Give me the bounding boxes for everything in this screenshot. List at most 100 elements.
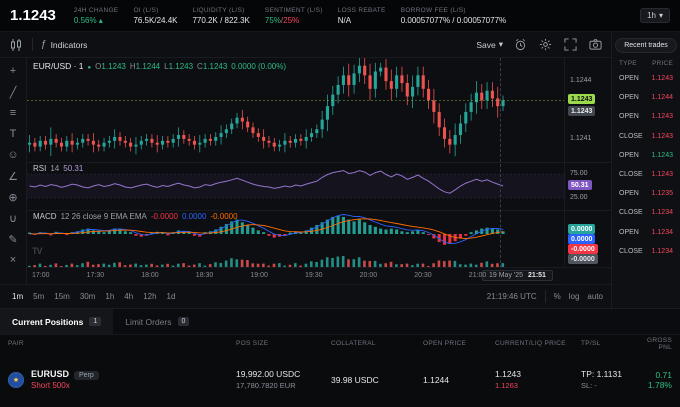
axis-badge: -0.0000	[568, 254, 598, 264]
market-price: 1.1243	[10, 7, 56, 24]
trade-row: OPEN 1.1243	[619, 75, 673, 83]
fibonacci-icon[interactable]: ≡	[9, 107, 17, 119]
camera-screenshot-icon[interactable]	[587, 37, 603, 53]
timeframe-buttons: 1m 5m 15m 30m 1h 4h 12h 1d	[8, 290, 179, 303]
tf-button-5m[interactable]: 5m	[33, 292, 45, 301]
emoji-icon[interactable]: ☺	[7, 149, 19, 161]
macd-legend: MACD 12 26 close 9 EMA EMA -0.0000 0.0000 -0…	[33, 212, 238, 221]
crosshair-line	[500, 58, 501, 268]
position-open-price: 1.1244	[423, 374, 449, 385]
market-stats-bar: 1.1243 24H CHANGE 0.56% ▴ OI (L/S) 76.5K/24…	[0, 0, 680, 32]
tf-button-1d[interactable]: 1d	[166, 292, 176, 301]
clock-utc[interactable]: 21:19:46 UTC	[486, 292, 537, 301]
crosshair-icon[interactable]: +	[9, 65, 17, 77]
chart-canvas[interactable]: EUR/USD · 1 ● O1.1243 H1.1244 L1.1243 C1.1243…	[27, 58, 611, 284]
chart-panel: ƒ Indicators Save ▾	[0, 32, 612, 308]
axis-badge: 50.31	[568, 180, 592, 190]
positions-panel: Current Positions 1 Limit Orders 0 PAIR …	[0, 308, 680, 407]
trade-row: OPEN 1.1234	[619, 228, 673, 236]
axis-badge: 1.1243	[568, 94, 596, 104]
log-scale-button[interactable]: log	[568, 292, 580, 301]
trades-col-price: PRICE	[652, 60, 673, 67]
topbar-stat: OI (L/S) 76.5K/24.4K	[133, 6, 178, 25]
position-side-leverage: Short 500x	[31, 381, 70, 390]
trade-row: OPEN 1.1243	[619, 151, 673, 159]
recent-trades-header: TYPE PRICE	[612, 56, 680, 69]
position-sl: SL: -	[581, 381, 597, 390]
tab-limit-orders[interactable]: Limit Orders 0	[113, 309, 201, 334]
tf-button-12h[interactable]: 12h	[143, 292, 157, 301]
percent-scale-button[interactable]: %	[553, 292, 561, 301]
time-label: 18:00	[141, 272, 159, 279]
trade-row: CLOSE 1.1243	[619, 132, 673, 140]
trades-col-type: TYPE	[619, 60, 637, 67]
drawing-toolbar: + ╱ ≡ T ☺ ∠ ⊕ ∪ ✎ ×	[0, 58, 27, 284]
rsi-legend: RSI 14 50.31	[33, 164, 84, 173]
position-current-price: 1.1243	[495, 369, 521, 379]
position-liq-price: 1.1263	[495, 381, 518, 390]
axis-badge: -0.0000	[568, 244, 598, 254]
timeframe-bar: 1m 5m 15m 30m 1h 4h 12h 1d 21:19:46 UTC % log a…	[0, 284, 611, 308]
save-layout-button[interactable]: Save ▾	[476, 39, 503, 50]
axis-badge: 0.0000	[568, 224, 596, 234]
topbar-stat: LOSS REBATE N/A	[337, 6, 386, 25]
trade-row: OPEN 1.1235	[619, 190, 673, 198]
time-label: 17:00	[32, 272, 50, 279]
indicators-label: Indicators	[50, 39, 88, 50]
pane-separator[interactable]	[27, 210, 611, 211]
axis-label: 1.1244	[570, 77, 592, 84]
axis-badge: 1.1243	[568, 106, 596, 116]
zoom-icon[interactable]: ⊕	[8, 191, 18, 204]
trash-icon[interactable]: ×	[9, 254, 17, 266]
time-axis[interactable]: 19 May '25 21:51 17:00 17:30 18:00 18:30 19:…	[27, 267, 611, 284]
position-size-eur: 17,780.7820 EUR	[236, 381, 296, 390]
trade-row: OPEN 1.1244	[619, 94, 673, 102]
position-row[interactable]: ★ EURUSD Perp Short 500x 19,992.00 USDC 1…	[0, 352, 680, 407]
crosshair-time-tooltip: 19 May '25 21:51	[482, 270, 553, 281]
tab-current-positions[interactable]: Current Positions 1	[0, 309, 114, 334]
axis-label: 75.00	[570, 170, 588, 177]
tf-button-1m[interactable]: 1m	[12, 292, 24, 301]
trade-row: CLOSE 1.1243	[619, 171, 673, 179]
tooltip-time: 21:51	[528, 272, 546, 279]
trade-row: CLOSE 1.1234	[619, 247, 673, 255]
fullscreen-icon[interactable]	[562, 37, 578, 53]
tf-button-30m[interactable]: 30m	[79, 292, 96, 301]
tab-count-badge: 0	[177, 317, 190, 326]
price-legend: EUR/USD · 1 ● O1.1243 H1.1244 L1.1243 C1.1243…	[33, 61, 286, 71]
toolbar-divider	[544, 290, 546, 303]
borrow-fee-interval-select[interactable]: 1h ▾	[640, 8, 670, 23]
topbar-stat: 24H CHANGE 0.56% ▴	[73, 6, 119, 25]
trendline-icon[interactable]: ╱	[9, 86, 17, 99]
text-icon[interactable]: T	[9, 128, 17, 140]
auto-scale-button[interactable]: auto	[587, 292, 603, 301]
tf-button-15m[interactable]: 15m	[54, 292, 70, 301]
tf-button-4h[interactable]: 4h	[124, 292, 134, 301]
indicators-icon: ƒ	[41, 39, 47, 50]
chart-type-candles-icon[interactable]	[8, 37, 24, 53]
settings-gear-icon[interactable]	[537, 37, 553, 53]
edit-icon[interactable]: ✎	[8, 233, 18, 246]
tab-label: Limit Orders	[125, 316, 172, 327]
alarm-icon[interactable]	[512, 37, 528, 53]
trade-row: CLOSE 1.1234	[619, 209, 673, 217]
tf-button-1h[interactable]: 1h	[105, 292, 115, 301]
magnet-icon[interactable]: ∪	[8, 212, 18, 225]
price-axis[interactable]: 1.1244 1.1243 1.1243 1.1241 75.00 50.31 25.00 0…	[564, 58, 611, 284]
trade-row: OPEN 1.1243	[619, 113, 673, 121]
ruler-icon[interactable]: ∠	[8, 170, 18, 183]
positions-tabs: Current Positions 1 Limit Orders 0	[0, 309, 680, 335]
tooltip-date: 19 May '25	[489, 272, 524, 279]
axis-label: 25.00	[570, 194, 588, 201]
axis-label: 1.1241	[570, 135, 592, 142]
pane-separator[interactable]	[27, 162, 611, 163]
recent-trades-title[interactable]: Recent trades	[615, 38, 677, 53]
position-size-usdc: 19,992.00 USDC	[236, 369, 301, 379]
indicators-button[interactable]: ƒ Indicators	[41, 39, 87, 50]
recent-trades-panel: Recent trades TYPE PRICE OPEN 1.1243 OPEN 1…	[612, 32, 680, 308]
chevron-down-icon: ▾	[498, 39, 503, 49]
topbar-stat: BORROW FEE (L/S) 0.00057077% / 0.00057077…	[400, 6, 507, 25]
topbar-stats: 24H CHANGE 0.56% ▴ OI (L/S) 76.5K/24.4K LIQU…	[74, 7, 626, 25]
topbar-stat: SENTIMENT (L/S) 75%/25%	[264, 6, 323, 25]
